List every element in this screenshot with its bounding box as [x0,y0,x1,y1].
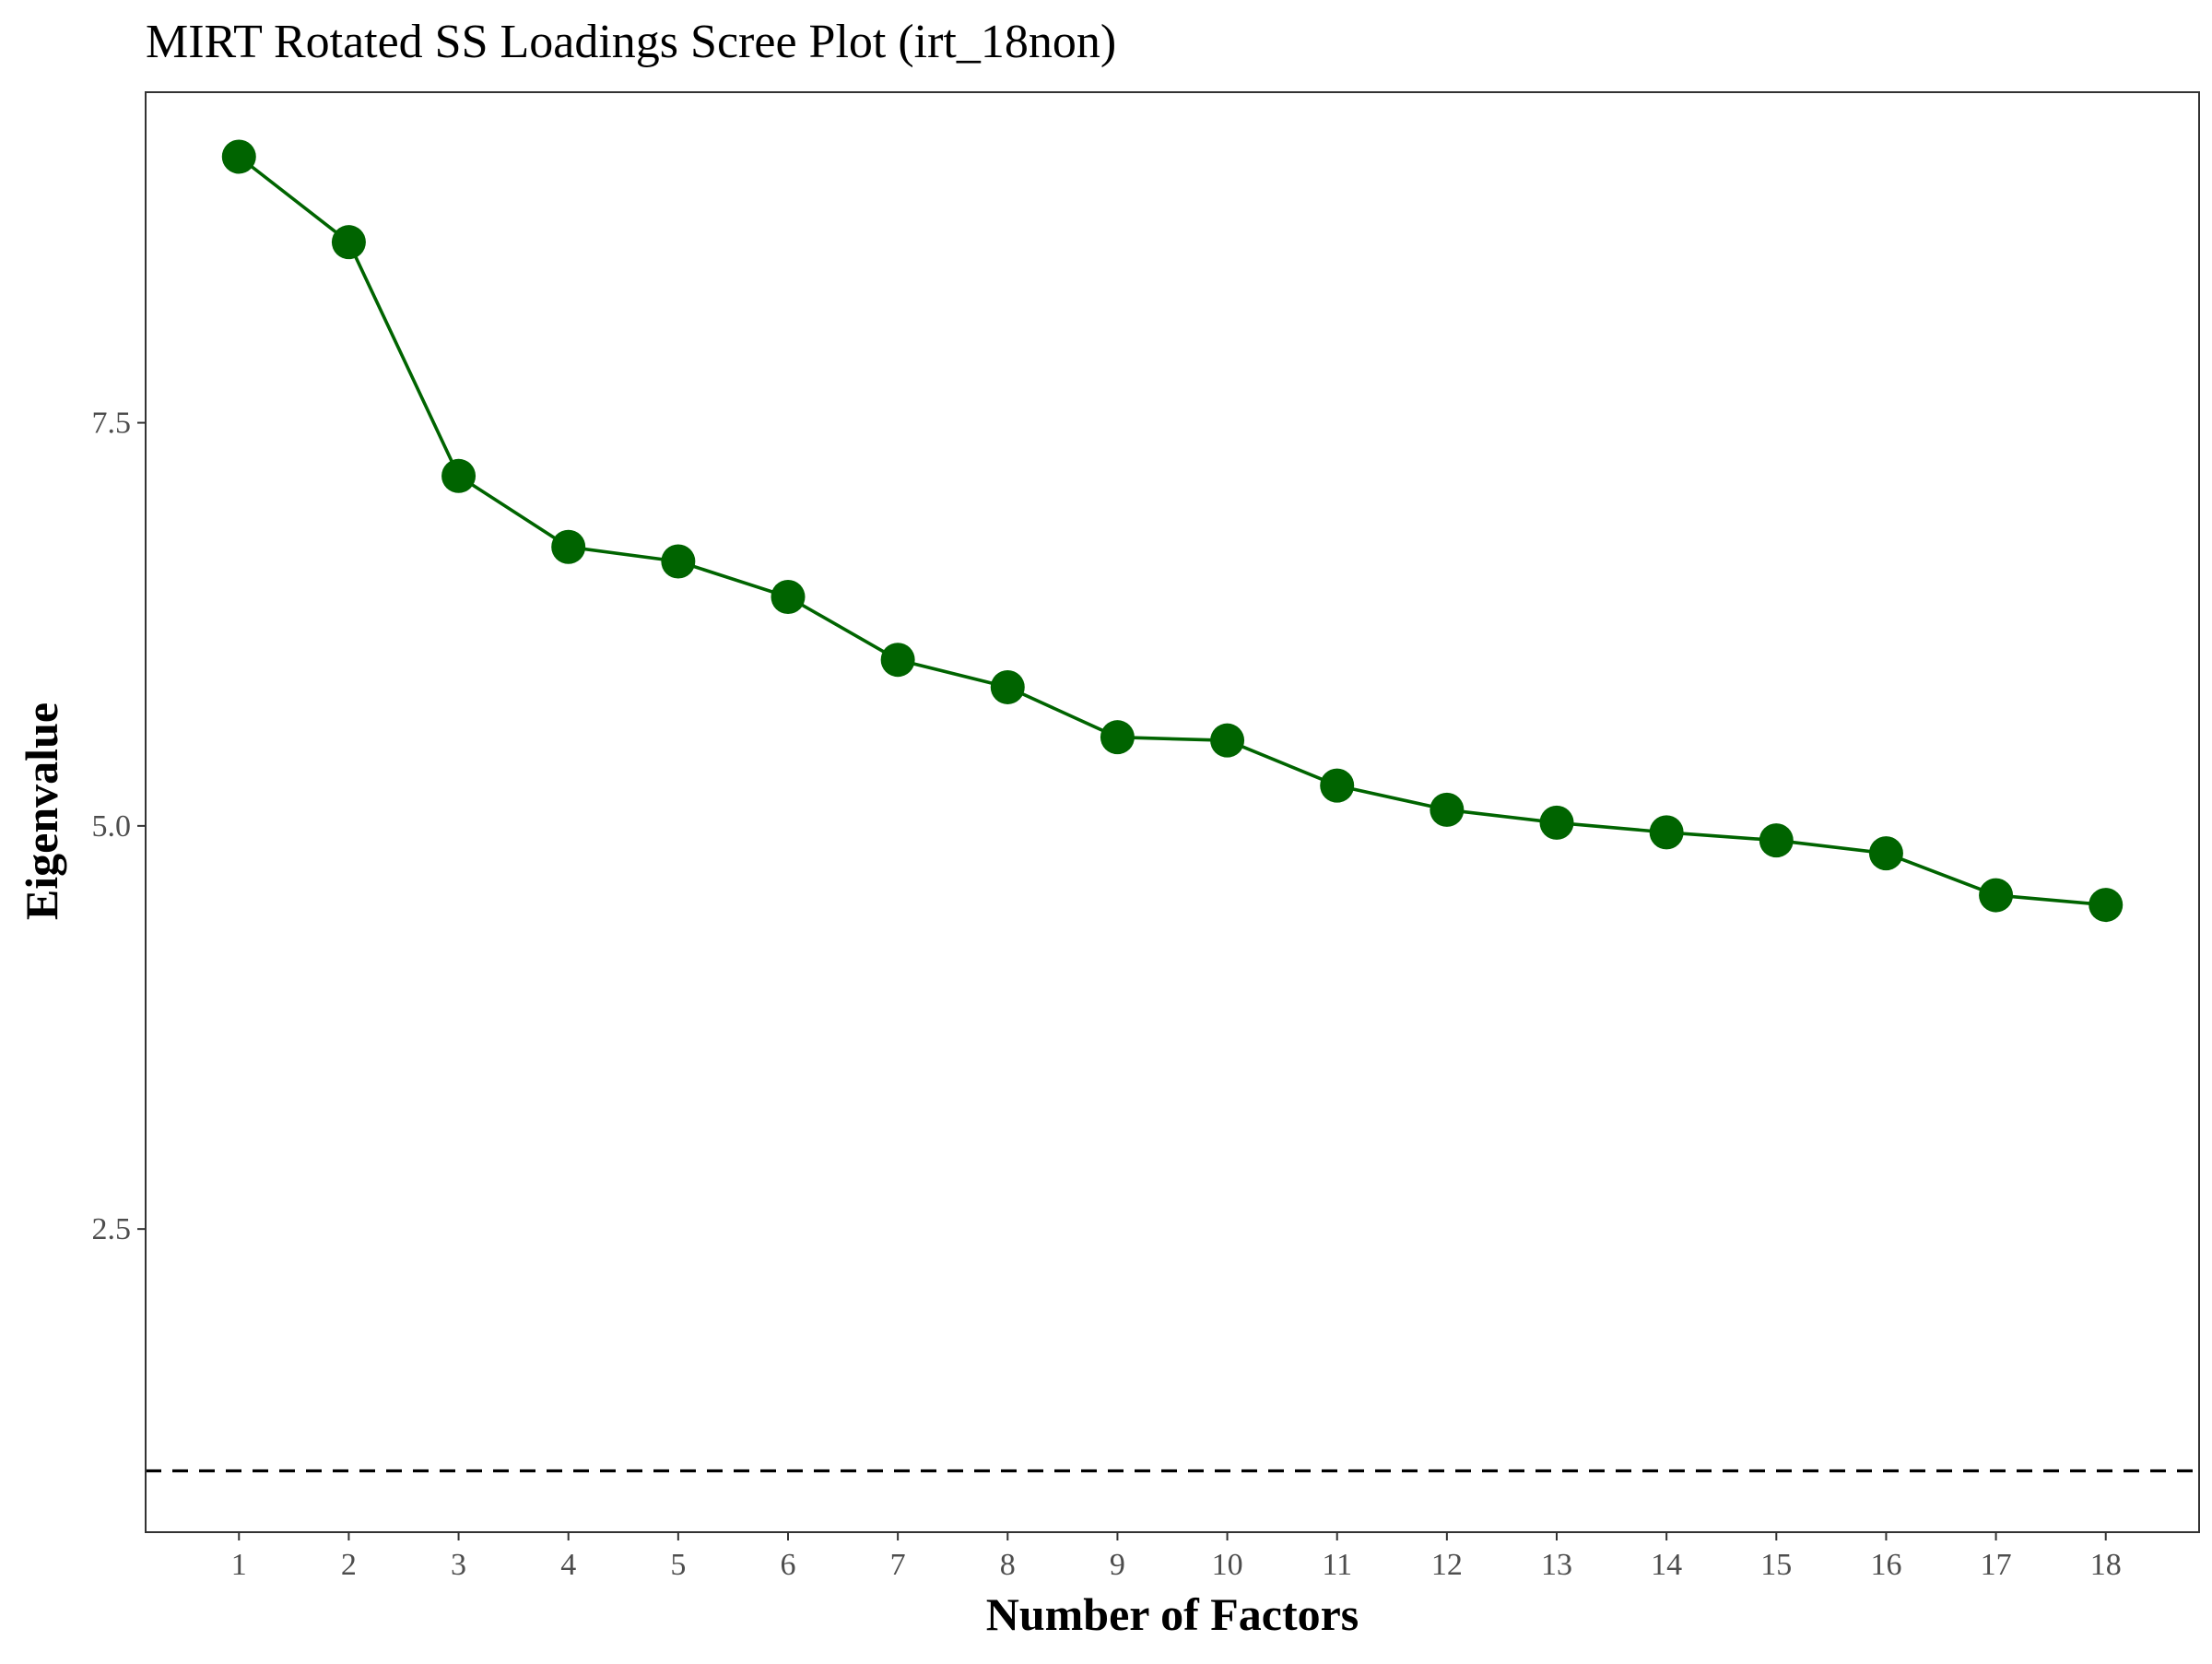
data-point [661,544,696,579]
x-tick-label: 8 [1000,1548,1016,1582]
x-tick-label: 7 [890,1548,906,1582]
y-tick-label: 7.5 [92,407,132,441]
x-tick-label: 16 [1870,1548,1901,1582]
x-tick-label: 2 [341,1548,357,1582]
data-point [1539,805,1574,840]
data-point [2088,888,2124,923]
data-point [990,669,1025,704]
plot-area: 2.55.07.51 2 3 4 5 6 7 8 9 10 11 12 13 14 15 16 17 18 [92,91,2200,1582]
x-tick-label: 6 [780,1548,795,1582]
chart-title: MIRT Rotated SS Loadings Scree Plot (irt… [146,16,1116,68]
data-point [1210,723,1245,758]
y-tick-label: 5.0 [92,809,132,844]
x-tick-label: 13 [1541,1548,1572,1582]
data-point [331,225,366,260]
x-tick-label: 18 [2090,1548,2122,1582]
x-tick-label: 5 [670,1548,686,1582]
data-point [1430,792,1465,827]
data-point [1320,768,1355,803]
series-line [238,155,2106,907]
data-point [1759,823,1794,858]
data-point [1979,878,2014,913]
data-point [551,529,586,564]
x-tick-label: 17 [1981,1548,2012,1582]
x-tick-label: 12 [1431,1548,1463,1582]
x-tick-label: 4 [560,1548,576,1582]
x-tick-label: 1 [231,1548,247,1582]
plot-frame [145,91,2200,1533]
x-tick-label: 10 [1212,1548,1243,1582]
x-tick-label: 11 [1322,1548,1352,1582]
data-point [1100,720,1135,755]
data-point [1649,815,1684,850]
x-tick-label: 15 [1760,1548,1792,1582]
data-point [441,458,477,493]
data-point [1868,836,1903,871]
y-axis-label: Eigenvalue [16,702,67,920]
y-tick-label: 2.5 [92,1212,132,1246]
x-tick-label: 14 [1651,1548,1682,1582]
x-tick-label: 3 [451,1548,466,1582]
x-axis-label: Number of Factors [986,1588,1359,1640]
x-tick-label: 9 [1110,1548,1125,1582]
data-point [221,139,256,174]
data-point [880,643,915,678]
data-point [771,579,806,614]
